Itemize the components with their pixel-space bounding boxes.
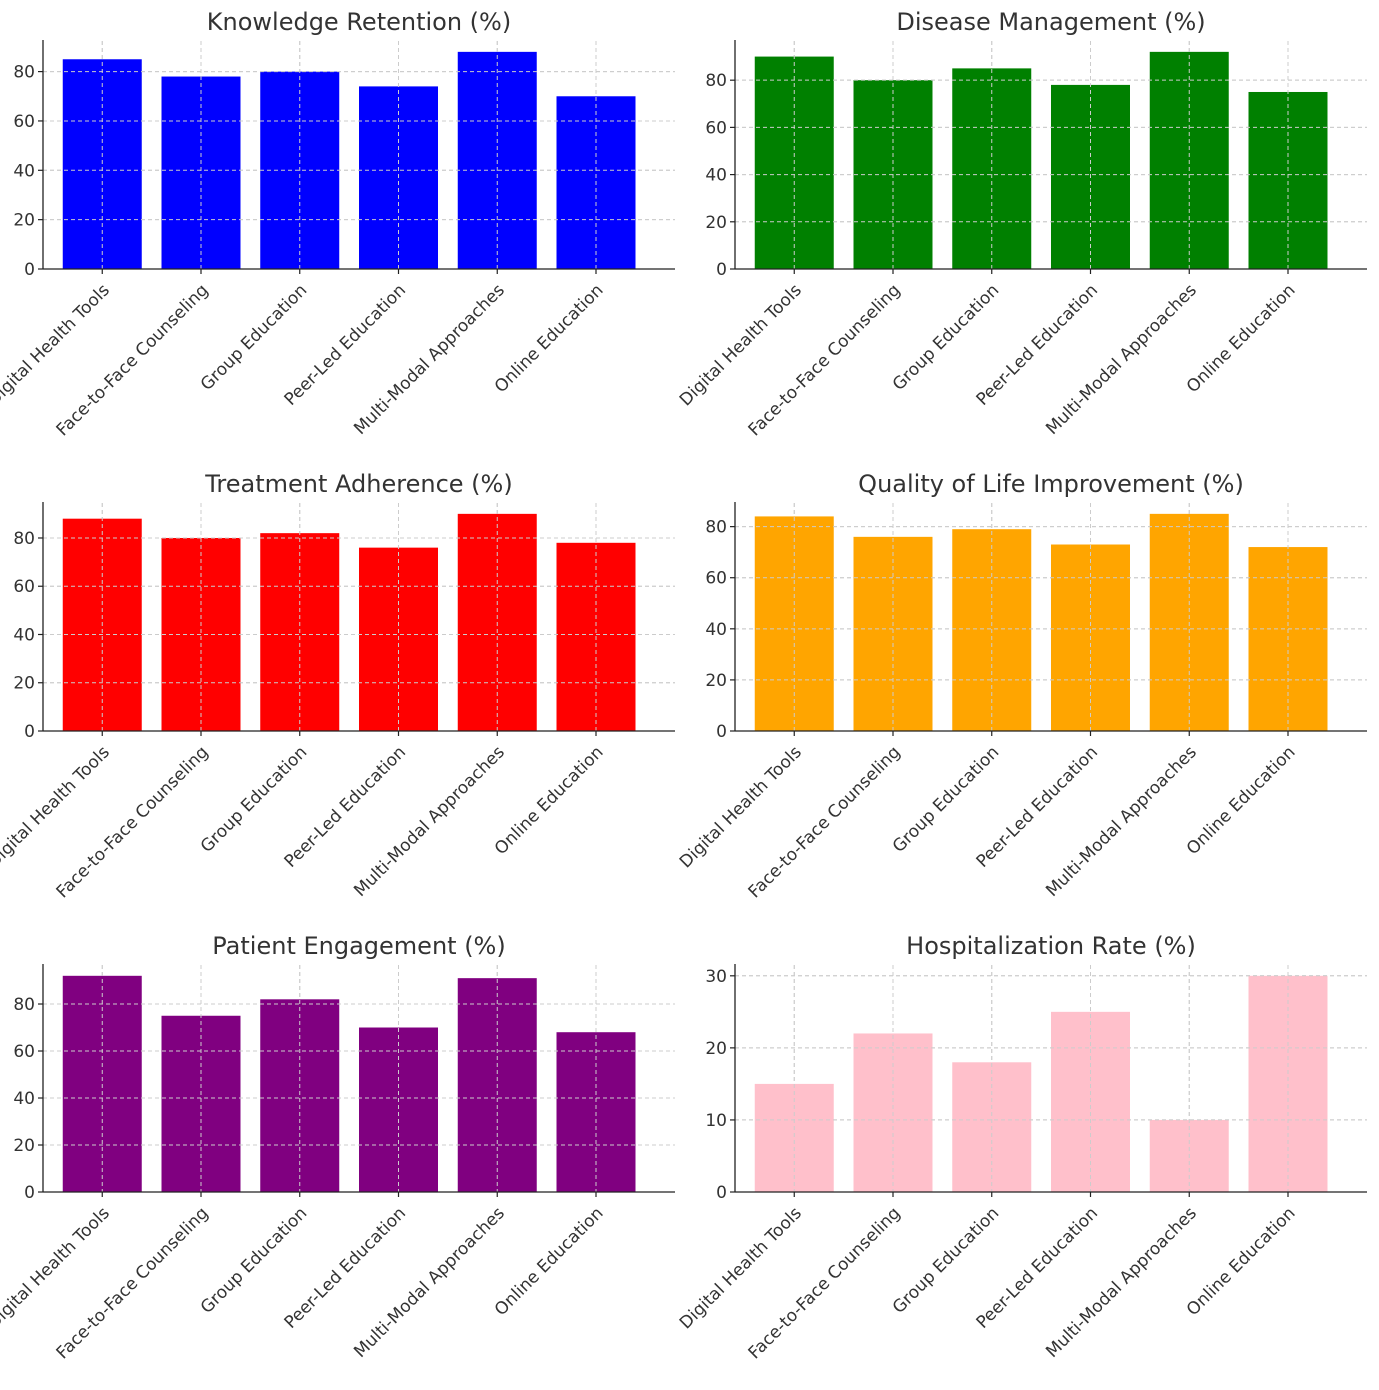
y-tick-label: 60	[13, 577, 35, 597]
y-tick-label: 40	[13, 161, 35, 181]
bar-face-to-face-counseling	[161, 76, 241, 269]
bar-digital-health-tools	[62, 59, 142, 270]
y-tick-label: 40	[705, 620, 727, 640]
x-tick-label: Group Education	[197, 280, 311, 394]
y-tick-label: 80	[705, 518, 727, 538]
y-tick-label: 0	[716, 260, 727, 280]
y-tick-label: 20	[13, 674, 35, 694]
x-tick-label: Online Education	[1183, 1203, 1300, 1320]
y-tick-label: 80	[13, 63, 35, 83]
y-tick-label: 20	[705, 671, 727, 691]
x-tick-label: Online Education	[1183, 742, 1300, 859]
y-tick-label: 40	[13, 625, 35, 645]
y-tick-label: 0	[716, 1183, 727, 1203]
y-tick-label: 0	[24, 260, 35, 280]
x-tick-label: Group Education	[197, 742, 311, 856]
chart-title: Knowledge Retention (%)	[207, 8, 511, 36]
y-tick-label: 20	[705, 1039, 727, 1059]
y-tick-label: 20	[13, 211, 35, 231]
y-tick-label: 60	[13, 112, 35, 132]
y-tick-label: 0	[716, 722, 727, 742]
y-tick-label: 30	[705, 967, 727, 987]
chart-title: Patient Engagement (%)	[212, 932, 505, 960]
y-tick-label: 80	[705, 71, 727, 91]
y-tick-label: 20	[705, 213, 727, 233]
x-tick-label: Online Education	[491, 280, 608, 397]
y-tick-label: 60	[705, 569, 727, 589]
chart-title: Hospitalization Rate (%)	[906, 932, 1196, 960]
y-tick-label: 40	[705, 166, 727, 186]
x-tick-label: Online Education	[491, 1203, 608, 1320]
chart-title: Quality of Life Improvement (%)	[858, 470, 1244, 498]
x-tick-label: Online Education	[1183, 280, 1300, 397]
y-tick-label: 10	[705, 1111, 727, 1131]
x-tick-label: Group Education	[889, 742, 1003, 856]
chart-title: Disease Management (%)	[896, 8, 1205, 36]
y-tick-label: 0	[24, 722, 35, 742]
x-tick-label: Group Education	[197, 1203, 311, 1317]
chart-title: Treatment Adherence (%)	[204, 470, 512, 498]
y-tick-label: 60	[13, 1042, 35, 1062]
y-tick-label: 80	[13, 529, 35, 549]
y-tick-label: 20	[13, 1136, 35, 1156]
x-tick-label: Group Education	[889, 280, 1003, 394]
x-tick-label: Group Education	[889, 1203, 1003, 1317]
y-tick-label: 0	[24, 1183, 35, 1203]
y-tick-label: 60	[705, 118, 727, 138]
y-tick-label: 40	[13, 1089, 35, 1109]
y-tick-label: 80	[13, 995, 35, 1015]
x-tick-label: Online Education	[491, 742, 608, 859]
